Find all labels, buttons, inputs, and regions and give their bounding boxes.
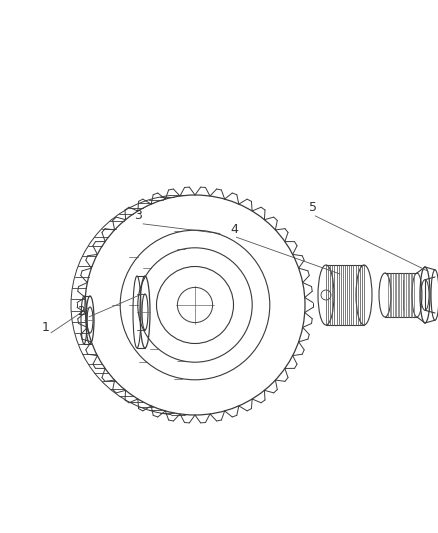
Text: 2: 2 [77,305,85,318]
Text: 3: 3 [134,209,142,222]
Text: 4: 4 [230,223,238,236]
Text: 1: 1 [42,321,50,334]
Text: 5: 5 [309,201,317,214]
